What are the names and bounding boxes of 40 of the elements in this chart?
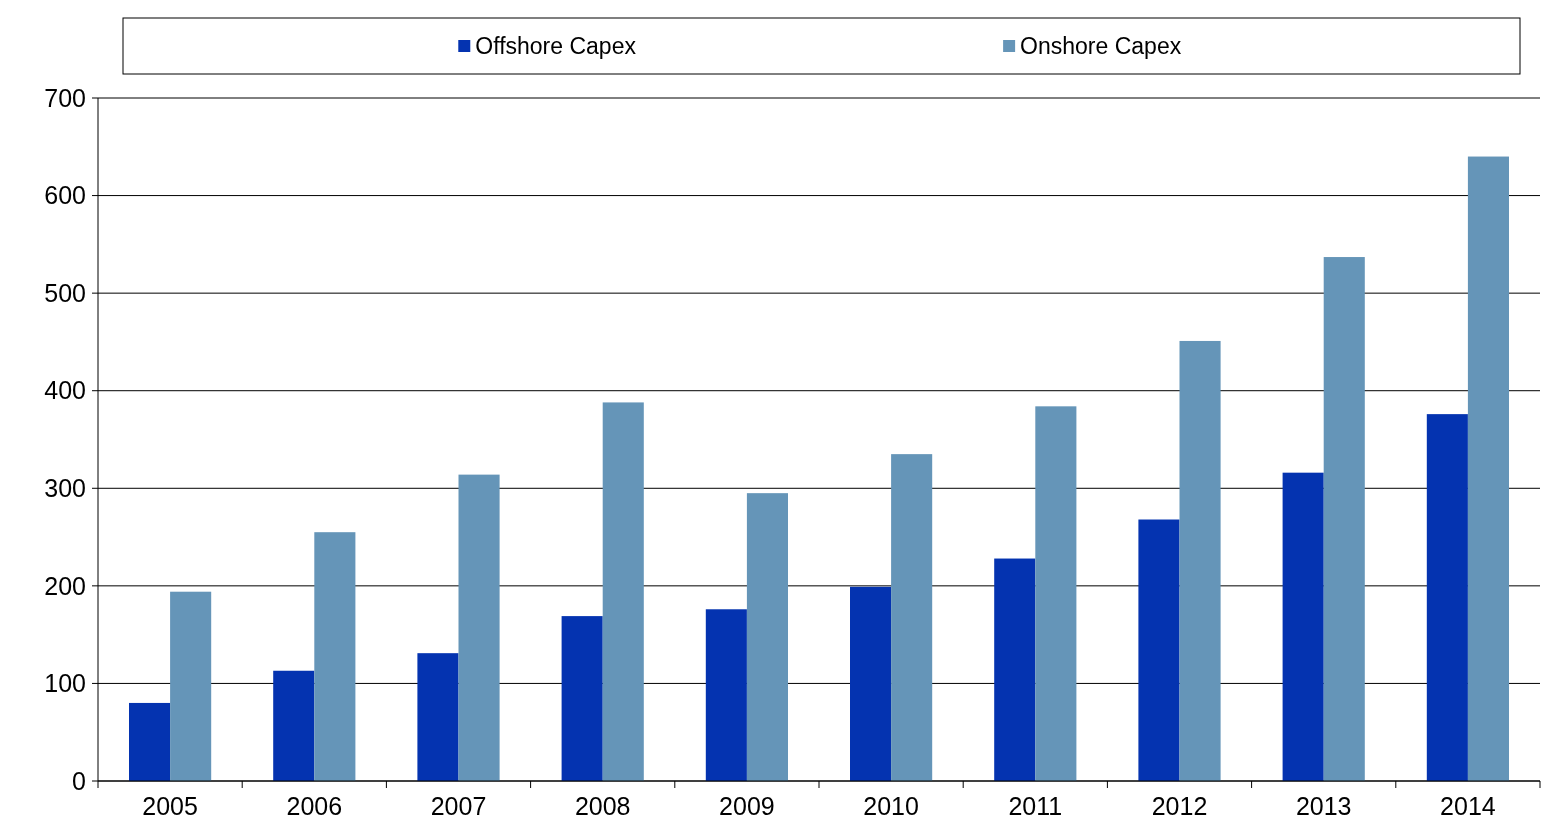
bar [705,609,747,781]
bar [1282,472,1324,781]
x-tick-label: 2007 [430,792,487,820]
bar [314,532,356,781]
bar [129,702,171,781]
y-tick-label: 0 [72,766,86,795]
bar [850,586,892,781]
legend-label: Onshore Capex [1020,33,1182,60]
bar [1179,340,1221,781]
y-tick-label: 600 [44,181,86,210]
bar [746,493,788,781]
bar [891,454,933,781]
y-tick-label: 200 [44,571,86,600]
x-tick-label: 2006 [286,792,343,820]
x-tick-label: 2005 [142,792,198,820]
bar [602,402,644,781]
bar [1035,406,1077,781]
bar [1467,156,1509,781]
y-tick-label: 700 [44,83,86,112]
y-tick-label: 500 [44,278,86,307]
bar [417,653,459,781]
bar [994,558,1036,781]
bar [170,591,212,781]
bar [458,474,500,781]
y-tick-label: 300 [44,474,86,503]
x-tick-label: 2012 [1151,792,1208,820]
bar [1323,257,1365,781]
x-tick-label: 2013 [1295,792,1352,820]
x-tick-label: 2014 [1440,792,1496,820]
x-tick-label: 2008 [574,792,631,820]
y-tick-label: 100 [44,669,86,698]
bar [1426,414,1468,781]
x-tick-label: 2010 [863,792,919,820]
y-tick-label: 400 [44,376,86,405]
bar [273,670,315,781]
legend-label: Offshore Capex [475,33,637,60]
x-tick-label: 2009 [719,792,775,820]
x-tick-label: 2011 [1008,792,1063,820]
bar [1138,519,1180,781]
bar [561,616,603,781]
